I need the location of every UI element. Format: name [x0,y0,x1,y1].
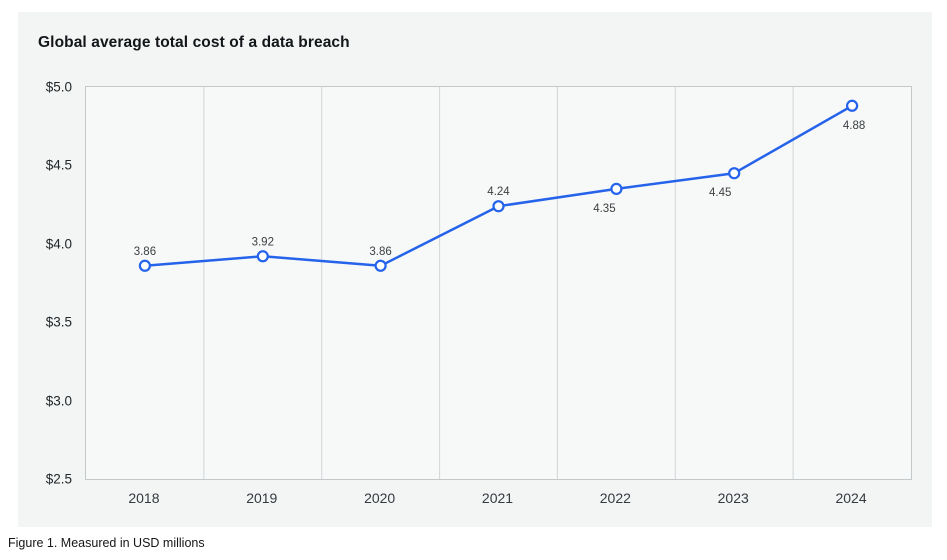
chart-canvas: 3.86 3.92 3.86 4.24 4.35 4.45 4.88 [134,87,865,479]
y-axis-tick-label: $4.5 [45,157,72,173]
x-axis-tick-label: 2022 [599,490,631,506]
data-point [845,99,859,112]
y-axis-tick-label: $5.0 [45,79,72,95]
data-point-label: 4.88 [843,120,865,132]
data-point [138,259,152,272]
figure-caption: Figure 1. Measured in USD millions [8,536,205,550]
data-point [374,259,387,272]
data-point-label: 3.92 [252,236,274,248]
y-axis-tick-label: $4.0 [45,236,72,252]
x-axis-tick-label: 2019 [246,490,278,506]
data-point-label: 4.24 [487,186,510,198]
y-axis-tick-label: $3.0 [45,393,72,409]
y-axis-tick-label: $3.5 [45,314,72,330]
data-point-label: 3.86 [369,246,391,258]
x-axis-tick-label: 2020 [364,490,396,506]
data-point [728,167,741,180]
data-point-label: 3.86 [134,246,156,258]
x-axis-tick-label: 2024 [835,490,867,506]
data-point [492,200,505,213]
x-axis-tick-label: 2018 [128,490,160,506]
chart-title: Global average total cost of a data brea… [38,34,350,51]
chart-card: Global average total cost of a data brea… [18,12,932,527]
x-axis-tick-label: 2021 [481,490,514,506]
y-axis-tick-label: $2.5 [45,471,72,487]
data-point-label: 4.45 [709,187,731,199]
plot-area: 3.86 3.92 3.86 4.24 4.35 4.45 4.88 [85,86,912,480]
data-point-label: 4.35 [593,203,615,215]
data-point [256,250,269,263]
data-point [610,182,623,196]
x-axis-tick-label: 2023 [717,490,749,506]
